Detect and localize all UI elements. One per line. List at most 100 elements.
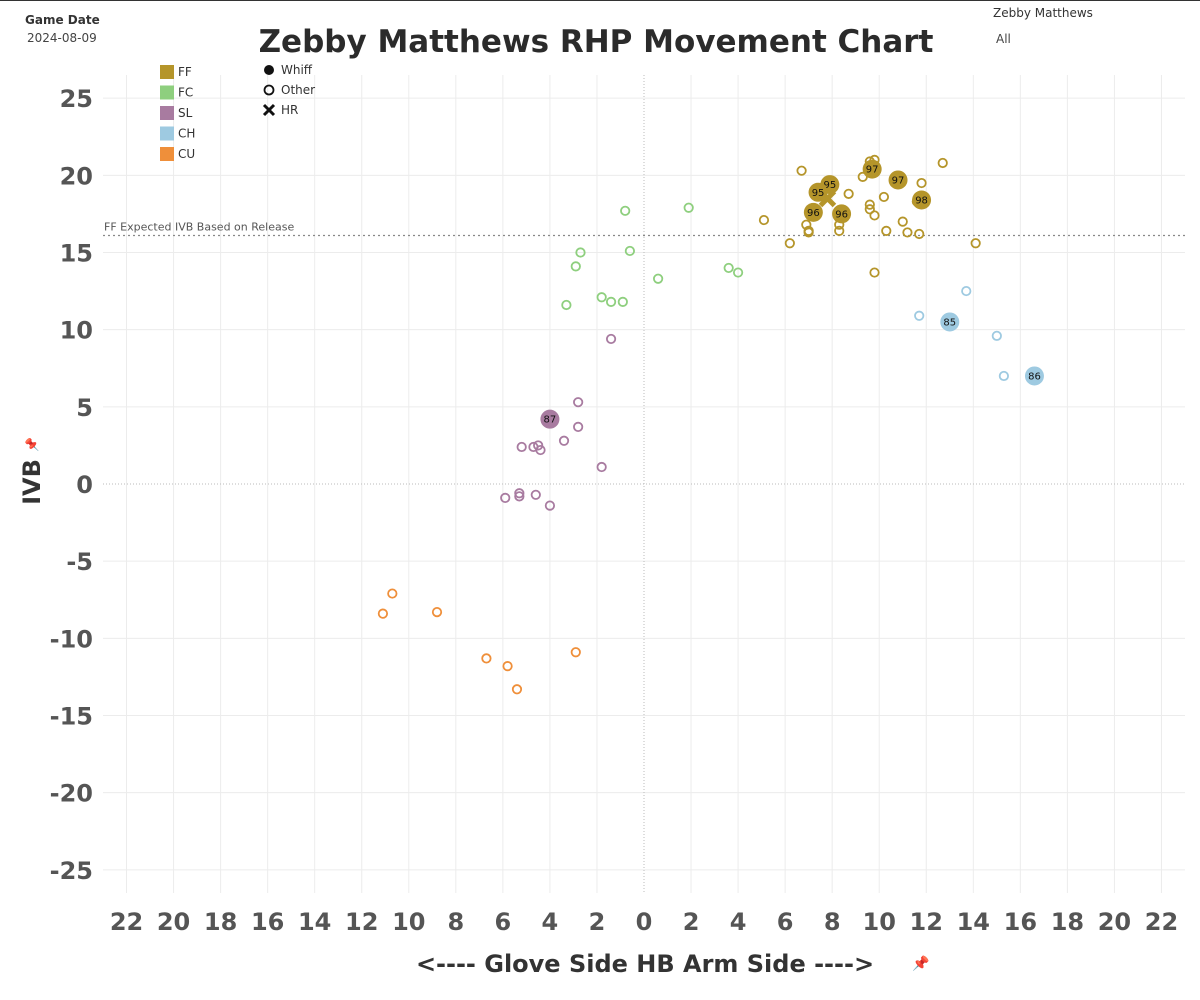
pitch-point-ff: [902, 227, 913, 238]
y-tick-label: 15: [60, 239, 93, 267]
x-tick-label: 12: [345, 908, 378, 936]
whiff-point-ff: [803, 202, 823, 222]
pitch-point-ff: [869, 267, 880, 278]
axes: 22 20 18 16 14 12 10 8 6 4 2 0 2 4 6 8 10 12 14 16 18 20 22252…: [18, 85, 1178, 978]
pitch-point-fc: [683, 202, 694, 213]
x-tick-label: 6: [495, 908, 512, 936]
pitch-point-ff: [843, 188, 854, 199]
pitch-point-ff: [881, 225, 892, 236]
whiff-point-ff: [808, 182, 828, 202]
pitch-point-cu: [511, 684, 523, 695]
top-border: [0, 0, 1200, 1]
velocity-label: 96: [835, 209, 848, 220]
x-tick-label: 8: [824, 908, 841, 936]
pitch-point-ff: [864, 204, 875, 215]
legend-hr-marker: [262, 103, 276, 117]
legend-label-other: Other: [281, 83, 315, 97]
whiff-point-ch: [1024, 366, 1044, 386]
y-tick-label: -20: [50, 780, 93, 808]
pitch-point-ff: [970, 238, 981, 249]
pitch-point-sl: [535, 444, 546, 456]
pitch-point-ff: [914, 228, 925, 240]
x-tick-label: 10: [392, 908, 425, 936]
legend-label-ch: CH: [178, 127, 195, 141]
pitch-point-sl: [514, 491, 525, 502]
y-tick-label: 25: [60, 85, 93, 113]
velocity-label: 95: [823, 180, 836, 191]
y-tick-label: 5: [76, 394, 93, 422]
pitch-point-cu: [387, 588, 398, 599]
pitch-point-ch: [991, 330, 1002, 341]
pitch-point-cu: [502, 661, 513, 672]
legend-other-marker: [263, 84, 275, 96]
legend-whiff-marker: [264, 65, 274, 75]
x-tick-label: 4: [730, 908, 747, 936]
velocity-label: 97: [866, 165, 879, 176]
pitch-point-cu: [377, 608, 389, 619]
x-tick-label: 20: [157, 908, 190, 936]
y-tick-label: 20: [60, 162, 93, 190]
legend-label-sl: SL: [178, 106, 193, 120]
legend: FF FC SL CH CU Whiff Other HR: [160, 63, 315, 161]
y-axis-title: IVB: [18, 459, 46, 505]
pitch-point-sl: [605, 333, 617, 345]
x-tick-label: 12: [910, 908, 943, 936]
whiff-point-sl: [540, 409, 560, 429]
pitch-point-fc: [620, 205, 631, 216]
pin-icon: 📌: [912, 954, 930, 972]
x-tick-label: 10: [863, 908, 896, 936]
reference-line-group: FF Expected IVB Based on Release: [103, 221, 1185, 237]
y-tick-label: -10: [50, 625, 93, 653]
x-tick-label: 18: [204, 908, 237, 936]
pitch-point-fc: [561, 299, 572, 311]
pitch-point-ch: [914, 310, 925, 321]
pitch-point-fc: [732, 267, 744, 278]
x-tick-label: 6: [777, 908, 794, 936]
y-tick-label: 0: [76, 471, 93, 499]
pitch-point-ff: [937, 157, 948, 169]
pitcher-filter-label: Zebby Matthews: [993, 6, 1093, 20]
legend-swatch-cu: [160, 147, 174, 161]
pitch-point-sl: [544, 500, 556, 511]
velocity-label: 95: [812, 188, 825, 199]
pitch-point-sl: [516, 441, 527, 453]
legend-swatch-ch: [160, 126, 174, 141]
pitch-point-ff: [897, 216, 908, 227]
velocity-label: 87: [544, 415, 557, 426]
chart-title: Zebby Matthews RHP Movement Chart: [258, 24, 934, 60]
x-tick-label: 14: [957, 908, 990, 936]
x-tick-label: 16: [251, 908, 284, 936]
pitch-point-sl: [573, 421, 584, 432]
velocity-label: 96: [807, 208, 820, 219]
pitch-point-ff: [864, 199, 875, 210]
y-tick-label: -15: [50, 703, 93, 731]
pitch-point-sl: [573, 397, 584, 408]
pitch-point-cu: [570, 647, 581, 658]
x-tick-label: 18: [1051, 908, 1084, 936]
pitch-point-fc: [596, 292, 607, 303]
y-tick-label: -25: [50, 857, 93, 885]
pitch-point-fc: [575, 247, 586, 258]
pitch-point-sl: [530, 489, 541, 500]
whiff-point-ch: [940, 312, 960, 332]
x-tick-label: 16: [1004, 908, 1037, 936]
x-axis-title: <---- Glove Side HB Arm Side ---->: [416, 950, 874, 978]
pitch-point-cu: [481, 653, 492, 664]
pitch-point-ff: [916, 177, 927, 189]
x-tick-label: 2: [683, 908, 700, 936]
x-tick-label: 4: [542, 908, 559, 936]
legend-label-ff: FF: [178, 65, 192, 79]
legend-swatch-ff: [160, 65, 174, 79]
game-date-label: Game Date: [25, 13, 100, 27]
x-tick-label: 14: [298, 908, 331, 936]
reference-line-label: FF Expected IVB Based on Release: [104, 221, 294, 234]
pitch-point-ff: [784, 238, 795, 249]
pitch-point-fc: [617, 296, 628, 307]
legend-label-hr: HR: [281, 103, 298, 117]
game-date-value[interactable]: 2024-08-09: [27, 31, 97, 45]
legend-label-whiff: Whiff: [281, 63, 313, 77]
x-tick-label: 22: [110, 908, 143, 936]
pitcher-filter-value[interactable]: All: [996, 32, 1011, 46]
whiff-point-ff: [912, 190, 932, 210]
pitch-point-sl: [500, 492, 511, 503]
